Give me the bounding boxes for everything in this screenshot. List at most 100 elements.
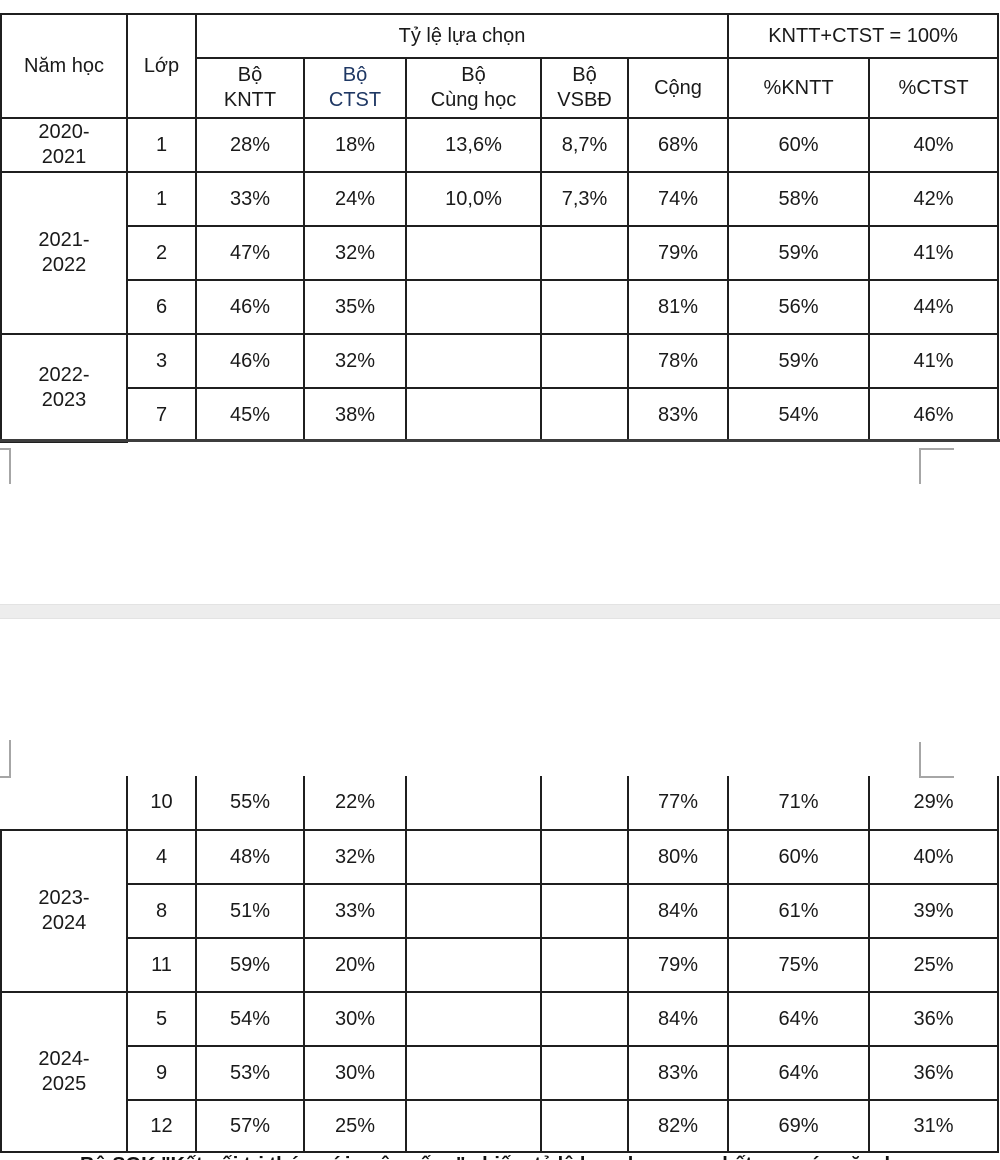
grade-cell: 11 bbox=[126, 937, 197, 993]
year-cell: 2022- 2023 bbox=[0, 333, 128, 443]
cung-hoc-cell: 13,6% bbox=[405, 117, 542, 173]
ctst-cell: 30% bbox=[303, 991, 407, 1047]
pkntt-cell: 59% bbox=[727, 225, 871, 281]
page-break-cut-line bbox=[0, 439, 1000, 442]
table-row: 8 51% 33% 84% 61% 39% bbox=[1, 883, 999, 939]
header-bo-vsbd: Bộ VSBĐ bbox=[540, 57, 629, 119]
year-cell: 2021- 2022 bbox=[0, 171, 128, 335]
header-ty-le-lua-chon: Tỷ lệ lựa chọn bbox=[194, 13, 730, 59]
ctst-cell: 24% bbox=[303, 171, 407, 227]
table-row: 2022- 2023 3 46% 32% 78% 59% 41% bbox=[0, 333, 1000, 443]
grade-cell: 3 bbox=[126, 333, 197, 389]
table-row: 12 57% 25% 82% 69% 31% bbox=[1, 1099, 999, 1153]
pctst-cell: 25% bbox=[868, 937, 999, 993]
pkntt-cell: 54% bbox=[727, 387, 871, 442]
year-cell bbox=[1, 776, 128, 831]
grade-cell: 1 bbox=[126, 117, 197, 173]
table-row: 9 53% 30% 83% 64% 36% bbox=[1, 1045, 999, 1101]
table-row: 2021- 2022 1 33% 24% 10,0% 7,3% 74% 58% … bbox=[0, 171, 1000, 335]
cong-cell: 82% bbox=[627, 1099, 729, 1153]
ctst-cell: 33% bbox=[303, 883, 407, 939]
kntt-cell: 57% bbox=[195, 1099, 305, 1153]
ctst-cell: 22% bbox=[303, 776, 407, 831]
header-cong: Cộng bbox=[626, 57, 730, 119]
pctst-cell: 40% bbox=[868, 117, 1000, 173]
grade-cell: 8 bbox=[126, 883, 197, 939]
vsbd-cell bbox=[540, 829, 629, 885]
vsbd-cell bbox=[540, 333, 629, 389]
cong-cell: 83% bbox=[626, 387, 730, 442]
ctst-cell: 38% bbox=[303, 387, 407, 442]
table-row: 2 47% 32% 79% 59% 41% bbox=[1, 225, 1000, 281]
table-row: 7 45% 38% 83% 54% 46% bbox=[1, 387, 1000, 442]
textbook-selection-table-page1: Năm học Lớp Tỷ lệ lựa chọn KNTT+CTST = 1… bbox=[0, 13, 1000, 443]
cong-cell: 79% bbox=[626, 225, 730, 281]
text-boundary-mark bbox=[919, 742, 954, 778]
grade-cell: 10 bbox=[126, 776, 197, 831]
clipped-caption: Bộ SGK "Kết nối tri thức với cuộc sống" … bbox=[0, 1153, 1000, 1160]
table-header-row-2: Bộ KNTT Bộ CTST Bộ Cùng học Bộ VSBĐ Cộng… bbox=[1, 57, 1000, 119]
vsbd-cell bbox=[540, 776, 629, 831]
table-row: 2024- 2025 5 54% 30% 84% 64% 36% bbox=[0, 991, 999, 1153]
cong-cell: 77% bbox=[627, 776, 729, 831]
header-bo-ctst: Bộ CTST bbox=[303, 57, 407, 119]
text-boundary-mark bbox=[0, 740, 11, 778]
pctst-cell: 41% bbox=[868, 225, 1000, 281]
cung-hoc-cell bbox=[405, 1045, 542, 1101]
table-row: 2020- 2021 1 28% 18% 13,6% 8,7% 68% 60% … bbox=[0, 117, 1000, 173]
grade-cell: 2 bbox=[126, 225, 197, 281]
vsbd-cell: 7,3% bbox=[540, 171, 629, 227]
kntt-cell: 33% bbox=[195, 171, 305, 227]
table-header-row-1: Năm học Lớp Tỷ lệ lựa chọn KNTT+CTST = 1… bbox=[0, 13, 1000, 119]
vsbd-cell bbox=[540, 225, 629, 281]
kntt-cell: 54% bbox=[195, 991, 305, 1047]
cung-hoc-cell bbox=[405, 776, 542, 831]
cung-hoc-cell bbox=[405, 829, 542, 885]
kntt-cell: 28% bbox=[195, 117, 305, 173]
grade-cell: 4 bbox=[126, 829, 197, 885]
ctst-cell: 32% bbox=[303, 225, 407, 281]
pkntt-cell: 64% bbox=[727, 1045, 870, 1101]
textbook-selection-table-page2: 10 55% 22% 77% 71% 29% 2023- 2024 4 48% … bbox=[0, 776, 999, 1153]
pctst-cell: 39% bbox=[868, 883, 999, 939]
ctst-cell: 32% bbox=[303, 333, 407, 389]
ctst-cell: 25% bbox=[303, 1099, 407, 1153]
cong-cell: 80% bbox=[627, 829, 729, 885]
pctst-cell: 41% bbox=[868, 333, 1000, 389]
table-row: 11 59% 20% 79% 75% 25% bbox=[1, 937, 999, 993]
text-boundary-mark bbox=[919, 448, 954, 484]
kntt-cell: 46% bbox=[195, 333, 305, 389]
cong-cell: 84% bbox=[627, 883, 729, 939]
pkntt-cell: 58% bbox=[727, 171, 871, 227]
pctst-cell: 29% bbox=[868, 776, 999, 831]
cung-hoc-cell: 10,0% bbox=[405, 171, 542, 227]
vsbd-cell: 8,7% bbox=[540, 117, 629, 173]
vsbd-cell bbox=[540, 991, 629, 1047]
grade-cell: 9 bbox=[126, 1045, 197, 1101]
cong-cell: 68% bbox=[626, 117, 730, 173]
year-cell: 2023- 2024 bbox=[0, 829, 128, 993]
ctst-cell: 35% bbox=[303, 279, 407, 335]
pctst-cell: 46% bbox=[868, 387, 1000, 442]
vsbd-cell bbox=[540, 883, 629, 939]
cong-cell: 78% bbox=[626, 333, 730, 389]
kntt-cell: 48% bbox=[195, 829, 305, 885]
cung-hoc-cell bbox=[405, 883, 542, 939]
pctst-cell: 31% bbox=[868, 1099, 999, 1153]
kntt-cell: 46% bbox=[195, 279, 305, 335]
pkntt-cell: 60% bbox=[727, 117, 871, 173]
ctst-cell: 30% bbox=[303, 1045, 407, 1101]
cung-hoc-cell bbox=[405, 279, 542, 335]
vsbd-cell bbox=[540, 937, 629, 993]
cung-hoc-cell bbox=[405, 937, 542, 993]
cung-hoc-cell bbox=[405, 225, 542, 281]
pctst-cell: 42% bbox=[868, 171, 1000, 227]
pctst-cell: 36% bbox=[868, 1045, 999, 1101]
ctst-cell: 32% bbox=[303, 829, 407, 885]
cung-hoc-cell bbox=[405, 1099, 542, 1153]
cong-cell: 79% bbox=[627, 937, 729, 993]
cong-cell: 81% bbox=[626, 279, 730, 335]
table-row: 10 55% 22% 77% 71% 29% bbox=[1, 776, 999, 831]
header-lop: Lớp bbox=[126, 13, 197, 119]
